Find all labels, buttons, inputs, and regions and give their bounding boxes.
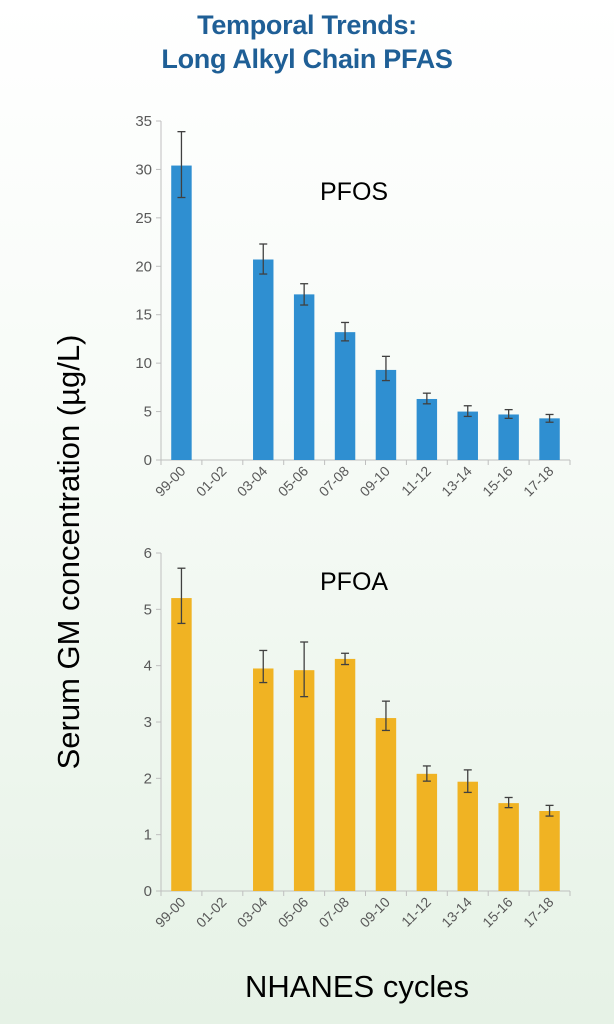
x-tick-label: 07-08 — [316, 463, 353, 500]
x-axis-title: NHANES cycles — [245, 969, 469, 1004]
y-tick-label: 25 — [135, 210, 152, 227]
y-tick-label: 1 — [144, 827, 152, 844]
error-bar-03-04 — [259, 649, 268, 684]
error-bar-99-00 — [177, 131, 186, 199]
error-bar-09-10 — [381, 355, 390, 382]
y-tick-label: 15 — [135, 307, 152, 324]
bar-09-10 — [375, 369, 397, 460]
y-tick-label: 3 — [144, 714, 152, 731]
y-tick-label: 35 — [135, 113, 152, 130]
error-bar-11-12 — [422, 765, 431, 782]
x-tick-label: 11-12 — [398, 463, 434, 499]
x-tick-label: 11-12 — [398, 894, 434, 930]
x-tick-label: 03-04 — [234, 894, 271, 931]
chart-title: Temporal Trends: Long Alkyl Chain PFAS — [0, 8, 614, 76]
chart-title-line-1: Temporal Trends: — [197, 10, 417, 40]
x-tick-label: 09-10 — [356, 463, 393, 500]
x-tick-label: 05-06 — [275, 463, 312, 500]
bar-07-08 — [334, 658, 356, 891]
bar-03-04 — [253, 259, 274, 460]
x-tick-label: 99-00 — [152, 463, 189, 500]
y-tick-label: 20 — [135, 258, 152, 275]
x-tick-label: 13-14 — [438, 894, 475, 931]
x-tick-label: 01-02 — [193, 463, 230, 500]
x-tick-label: 05-06 — [275, 894, 312, 931]
error-bar-17-18 — [545, 804, 554, 817]
error-bar-11-12 — [422, 392, 431, 405]
bar-17-18 — [539, 418, 560, 460]
y-tick-label: 5 — [144, 404, 152, 421]
error-bar-15-16 — [504, 796, 513, 809]
y-axis-title: Serum GM concentration (µg/L) — [51, 335, 86, 770]
error-bar-13-14 — [463, 405, 472, 418]
x-tick-label: 99-00 — [152, 894, 189, 931]
y-tick-label: 2 — [144, 770, 152, 787]
bar-99-00 — [171, 598, 192, 891]
error-bar-07-08 — [341, 321, 350, 342]
x-tick-label: 15-16 — [479, 463, 516, 500]
y-tick-label: 0 — [144, 883, 152, 900]
x-tick-label: 09-10 — [356, 894, 393, 931]
chart-panel-pfoa: 0 1 2 3 4 5 6 99-00 01-02 03-04 05-06 07-08 09-10 11-… — [144, 545, 571, 931]
y-tick-label: 4 — [144, 658, 152, 675]
bar-09-10 — [375, 718, 397, 891]
bar-05-06 — [293, 294, 315, 460]
error-bar-05-06 — [300, 283, 309, 306]
error-bar-05-06 — [300, 641, 309, 698]
x-tick-label: 15-16 — [479, 894, 516, 931]
x-tick-label: 03-04 — [234, 463, 271, 500]
bar-07-08 — [334, 332, 356, 460]
x-tick-label: 17-18 — [520, 894, 557, 931]
bar-05-06 — [293, 670, 315, 891]
bar-11-12 — [416, 773, 438, 891]
x-tick-label: 13-14 — [438, 463, 475, 500]
y-tick-label: 30 — [135, 161, 152, 178]
bar-15-16 — [498, 414, 519, 460]
y-tick-label: 6 — [144, 545, 152, 562]
panel-label-pfoa: PFOA — [320, 568, 388, 596]
bar-13-14 — [457, 781, 478, 891]
error-bar-09-10 — [381, 700, 390, 732]
bar-11-12 — [416, 398, 438, 460]
chart-panel-pfos: 0 5 10 15 20 25 30 35 99-00 01-02 03-04 05-06 07-08 0… — [135, 113, 571, 500]
error-bar-17-18 — [545, 413, 554, 423]
chart-title-line-2: Long Alkyl Chain PFAS — [161, 44, 453, 74]
x-tick-label: 01-02 — [193, 894, 230, 931]
error-bar-15-16 — [504, 408, 513, 420]
error-bar-13-14 — [463, 769, 472, 794]
error-bar-99-00 — [177, 567, 186, 625]
bar-15-16 — [498, 803, 519, 891]
x-tick-label: 07-08 — [316, 894, 353, 931]
x-tick-label: 17-18 — [520, 463, 557, 500]
error-bar-07-08 — [341, 652, 350, 666]
bar-17-18 — [539, 811, 560, 891]
error-bar-03-04 — [259, 243, 268, 275]
y-tick-label: 10 — [135, 355, 152, 372]
bar-03-04 — [253, 668, 274, 891]
bar-13-14 — [457, 411, 478, 460]
panel-label-pfos: PFOS — [320, 178, 388, 206]
y-tick-label: 5 — [144, 601, 152, 618]
bar-99-00 — [171, 165, 192, 460]
y-tick-label: 0 — [144, 452, 152, 469]
